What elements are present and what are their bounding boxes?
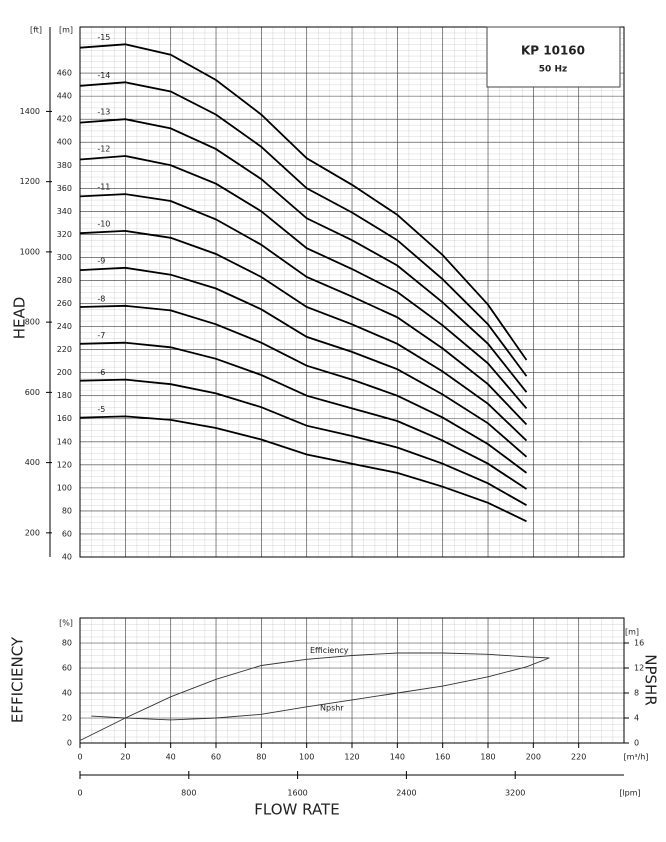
x-tick-label: 200 bbox=[526, 753, 541, 762]
y-tick-label: 460 bbox=[57, 69, 72, 78]
y2-tick-label: 1400 bbox=[20, 107, 40, 116]
x-tick-label: 120 bbox=[344, 753, 359, 762]
y2-tick-label: 1200 bbox=[20, 177, 40, 186]
x2-tick-label: 800 bbox=[181, 789, 196, 798]
x-tick-label: 160 bbox=[435, 753, 450, 762]
y-tick-label: 160 bbox=[57, 414, 72, 423]
x2-tick-label: 3200 bbox=[505, 789, 525, 798]
y-tick-label: 40 bbox=[62, 553, 72, 562]
y-tick-label: 300 bbox=[57, 253, 72, 262]
x-tick-label: 60 bbox=[211, 753, 221, 762]
curve-label: -15 bbox=[97, 33, 110, 42]
y2-tick-label: 1000 bbox=[20, 247, 40, 256]
curve-label: Npshr bbox=[320, 703, 344, 712]
y2-tick-label: 0 bbox=[634, 739, 639, 748]
y-tick-label: 180 bbox=[57, 391, 72, 400]
plot-layer: 4060801001201401601802002202402602803003… bbox=[20, 26, 644, 798]
y2-tick-label: 8 bbox=[634, 689, 639, 698]
y-tick-label: 80 bbox=[62, 506, 72, 515]
x-tick-label: 220 bbox=[571, 753, 586, 762]
y-tick-label: 360 bbox=[57, 184, 72, 193]
head-curve bbox=[79, 266, 528, 458]
y2-tick-label: 12 bbox=[634, 664, 644, 673]
y2-tick-label: 16 bbox=[634, 639, 644, 648]
x-unit: [m³/h] bbox=[623, 753, 648, 762]
curve-label: -10 bbox=[97, 219, 110, 228]
y-axis-label: HEAD bbox=[11, 297, 29, 340]
y2-tick-label: 800 bbox=[25, 318, 40, 327]
x-tick-label: 80 bbox=[256, 753, 266, 762]
y-tick-label: 420 bbox=[57, 115, 72, 124]
y2-tick-label: 400 bbox=[25, 458, 40, 467]
curve bbox=[79, 652, 550, 741]
head-curve bbox=[79, 193, 528, 426]
curve-label: -9 bbox=[97, 256, 105, 265]
y2-tick-label: 200 bbox=[25, 528, 40, 537]
x-axis-label: FLOW RATE bbox=[254, 801, 339, 819]
head-curve bbox=[79, 378, 527, 506]
y-tick-label: 140 bbox=[57, 437, 72, 446]
head-curve bbox=[79, 229, 528, 442]
x-tick-label: 20 bbox=[120, 753, 130, 762]
x-tick-label: 180 bbox=[480, 753, 495, 762]
curve-label: -5 bbox=[97, 405, 105, 414]
curve-label: -6 bbox=[97, 368, 105, 377]
x2-tick-label: 0 bbox=[77, 789, 82, 798]
y-tick-label: 220 bbox=[57, 345, 72, 354]
chart-title: KP 10160 bbox=[521, 44, 585, 58]
y-tick-label: 260 bbox=[57, 299, 72, 308]
x2-tick-label: 1600 bbox=[287, 789, 307, 798]
y-tick-label: 280 bbox=[57, 276, 72, 285]
y2-axis-label: NPSHR bbox=[642, 654, 660, 706]
x-tick-label: 100 bbox=[299, 753, 314, 762]
title-box bbox=[486, 26, 621, 88]
y-tick-label: 100 bbox=[57, 483, 72, 492]
curve-label: -7 bbox=[97, 331, 105, 340]
y-tick-label: 320 bbox=[57, 230, 72, 239]
curve bbox=[91, 657, 550, 721]
x2-unit: [lpm] bbox=[619, 789, 640, 798]
curve-label: -14 bbox=[97, 71, 110, 80]
y-tick-label: 120 bbox=[57, 460, 72, 469]
curve-label: -13 bbox=[97, 108, 110, 117]
y-tick-label: 0 bbox=[67, 739, 72, 748]
y-unit: [m] bbox=[59, 26, 73, 35]
y2-tick-label: 4 bbox=[634, 714, 639, 723]
y-tick-label: 60 bbox=[62, 529, 72, 538]
head-curve bbox=[79, 155, 528, 409]
curve-label: -11 bbox=[97, 183, 110, 192]
y-tick-label: 80 bbox=[62, 639, 72, 648]
y-tick-label: 20 bbox=[62, 714, 72, 723]
curve-label: -8 bbox=[97, 294, 105, 303]
head-curve bbox=[79, 415, 527, 523]
x-tick-label: 0 bbox=[77, 753, 82, 762]
y-axis-label: EFFICIENCY bbox=[9, 636, 27, 723]
x2-tick-label: 2400 bbox=[396, 789, 416, 798]
y-unit: [%] bbox=[59, 619, 73, 628]
y2-unit: [m] bbox=[625, 628, 639, 637]
head-curve bbox=[79, 304, 528, 474]
y-tick-label: 380 bbox=[57, 161, 72, 170]
y-tick-label: 400 bbox=[57, 138, 72, 147]
x-tick-label: 140 bbox=[390, 753, 405, 762]
plot-frame bbox=[79, 26, 625, 558]
head-curve bbox=[79, 43, 528, 361]
curve-label: -12 bbox=[97, 145, 110, 154]
y-tick-label: 40 bbox=[62, 689, 72, 698]
y-tick-label: 200 bbox=[57, 368, 72, 377]
y-tick-label: 60 bbox=[62, 664, 72, 673]
head-curve bbox=[79, 341, 527, 490]
curve-label: Efficiency bbox=[310, 646, 349, 655]
y-tick-label: 440 bbox=[57, 92, 72, 101]
head-curve bbox=[79, 118, 528, 393]
y-tick-label: 240 bbox=[57, 322, 72, 331]
y-tick-label: 340 bbox=[57, 207, 72, 216]
x-tick-label: 40 bbox=[166, 753, 176, 762]
y2-unit: [ft] bbox=[30, 26, 42, 35]
chart-subtitle: 50 Hz bbox=[539, 65, 567, 75]
head-curve bbox=[79, 81, 528, 377]
y2-tick-label: 600 bbox=[25, 388, 40, 397]
